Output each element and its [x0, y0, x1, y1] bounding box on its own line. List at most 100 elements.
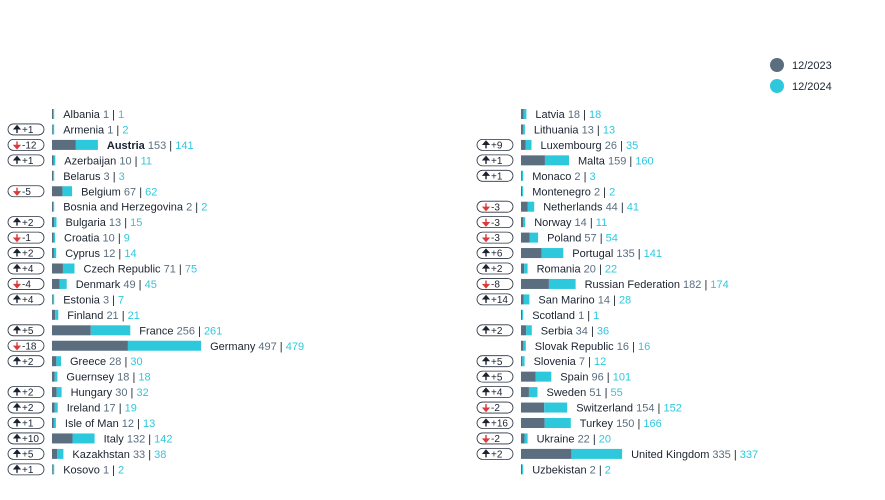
row-guernsey: Guernsey 18 | 18	[52, 371, 151, 384]
change-value: +10	[22, 434, 39, 445]
change-badge: +1	[7, 463, 45, 476]
value-2024: 142	[154, 433, 172, 445]
country-name: Estonia	[63, 294, 103, 306]
bar-2024-poland	[529, 232, 539, 243]
bar-2024-montenegro	[522, 186, 524, 197]
change-badge: +5	[476, 355, 514, 368]
bar-label: Uzbekistan 2 | 2	[532, 464, 611, 476]
bar-label: Greece 28 | 30	[70, 356, 143, 368]
bar-label: France 256 | 261	[139, 325, 222, 337]
arrow-up-icon	[481, 418, 491, 427]
bar-2023-poland	[521, 232, 530, 243]
value-2024: 261	[204, 325, 222, 337]
row-ireland: Ireland 17 | 19 +2	[7, 401, 137, 415]
row-armenia: Armenia 1 | 2 +1	[7, 123, 128, 136]
bar-2024-greece	[56, 356, 61, 367]
country-name: Ireland	[67, 403, 104, 415]
change-value: -5	[22, 187, 31, 198]
bar-2023-spain	[521, 371, 536, 382]
bar-2023-armenia	[52, 124, 53, 135]
country-name: Luxembourg	[541, 140, 605, 152]
change-badge: +2	[7, 355, 45, 368]
bar-2024-ireland	[54, 402, 58, 413]
bar-2023-ukraine	[521, 433, 525, 444]
change-value: +5	[22, 450, 34, 461]
change-value: +5	[491, 357, 503, 368]
bar-label: Norway 14 | 11	[534, 217, 607, 229]
bar-2023-monaco	[521, 170, 522, 181]
value-2023: 10	[119, 155, 131, 167]
row-sweden: Sweden 51 | 55 +4	[476, 386, 623, 399]
value-2023: 34	[576, 325, 588, 337]
row-malta: Malta 159 | 160 +1	[476, 154, 654, 167]
bar-label: Sweden 51 | 55	[547, 387, 623, 399]
row-switzerland: Switzerland 154 | 152 -2	[476, 401, 682, 415]
country-name: Italy	[104, 433, 127, 445]
row-portugal: Portugal 135 | 141 +6	[476, 247, 662, 260]
row-albania: Albania 1 | 1	[52, 109, 124, 121]
arrow-down-icon	[481, 234, 491, 243]
value-2024: 19	[125, 403, 137, 415]
country-name: Portugal	[572, 248, 616, 260]
row-montenegro: Montenegro 2 | 2	[521, 186, 615, 198]
value-2024: 16	[638, 341, 650, 353]
bar-label: Bosnia and Herzegovina 2 | 2	[63, 202, 207, 214]
bar-label: Albania 1 | 1	[63, 109, 124, 121]
bar-2024-kazakhstan	[57, 448, 64, 459]
bar-2024-france	[90, 325, 131, 336]
bar-2024-croatia	[53, 232, 55, 243]
value-separator: |	[113, 124, 122, 136]
value-2023: 17	[103, 403, 115, 415]
value-2024: 75	[185, 264, 197, 276]
bar-2024-portugal	[541, 248, 564, 259]
value-2023: 28	[109, 356, 121, 368]
change-value: +4	[22, 295, 34, 306]
country-name: Bosnia and Herzegovina	[63, 202, 186, 214]
country-name: Denmark	[76, 279, 124, 291]
bar-label: Malta 159 | 160	[578, 155, 654, 167]
value-2023: 30	[115, 387, 127, 399]
row-denmark: Denmark 49 | 45 -4	[7, 278, 157, 291]
bar-2023-slovenia	[521, 356, 523, 367]
country-name: Greece	[70, 356, 109, 368]
bar-2023-greece	[52, 356, 57, 367]
change-badge: +2	[476, 447, 514, 461]
value-2024: 36	[597, 325, 609, 337]
value-2023: 1	[107, 124, 113, 136]
value-separator: |	[604, 372, 613, 384]
value-2023: 13	[582, 124, 594, 136]
value-separator: |	[596, 464, 605, 476]
change-value: -2	[491, 403, 500, 414]
value-2024: 337	[740, 449, 758, 461]
value-2024: 21	[128, 310, 140, 322]
change-value: +16	[491, 419, 508, 430]
value-separator: |	[635, 248, 644, 260]
bar-2024-albania	[53, 109, 55, 119]
arrow-up-icon	[12, 263, 22, 272]
bar-2024-hungary	[56, 387, 62, 398]
bar-2023-italy	[52, 433, 73, 444]
value-2024: 20	[599, 433, 611, 445]
country-name: Belgium	[81, 186, 124, 198]
country-name: Lithuania	[534, 124, 582, 136]
value-separator: |	[115, 233, 124, 245]
country-name: Kazakhstan	[72, 449, 133, 461]
arrow-up-icon	[481, 325, 491, 334]
bar-label: Spain 96 | 101	[560, 372, 631, 384]
row-slovak-republic: Slovak Republic 16 | 16	[521, 340, 650, 353]
value-2024: 12	[594, 356, 606, 368]
bar-2024-cyprus	[53, 248, 57, 259]
bar-label: Belgium 67 | 62	[81, 186, 157, 198]
value-separator: |	[618, 202, 627, 214]
bar-2023-slovak-republic	[521, 340, 524, 351]
value-separator: |	[610, 294, 619, 306]
row-belgium: Belgium 67 | 62 -5	[7, 185, 157, 198]
bar-2023-guernsey	[52, 371, 55, 382]
arrow-up-icon	[12, 418, 22, 427]
change-badge: +2	[7, 216, 45, 229]
change-value: -1	[22, 233, 31, 244]
value-2024: 3	[119, 171, 125, 183]
bar-label: Ukraine 22 | 20	[537, 433, 611, 445]
bar-label: Germany 497 | 479	[210, 341, 304, 353]
bar-2024-italy	[72, 433, 95, 444]
